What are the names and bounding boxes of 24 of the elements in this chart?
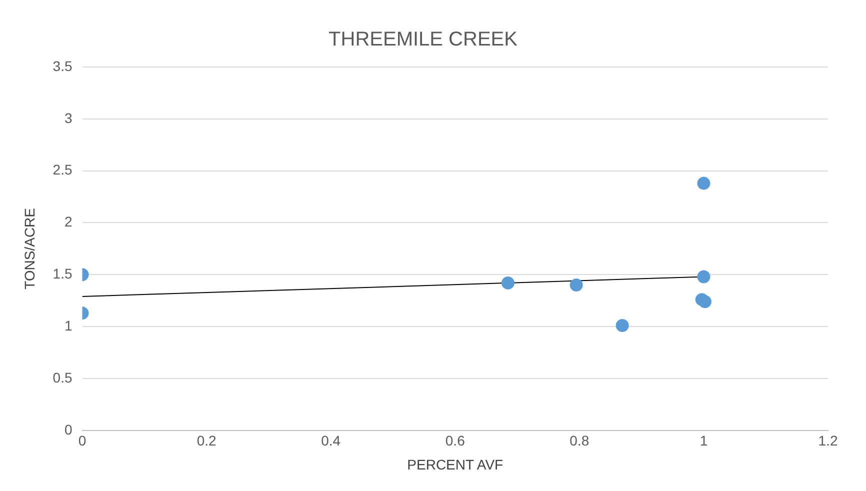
chart-title: THREEMILE CREEK xyxy=(328,28,518,51)
x-tick-label: 0.8 xyxy=(570,432,590,449)
x-tick-label: 0 xyxy=(78,432,86,449)
y-tick-label: 2 xyxy=(64,214,72,230)
point xyxy=(616,319,629,332)
x-tick-label: 1 xyxy=(700,432,708,449)
y-tick-label: 3 xyxy=(64,110,72,126)
point xyxy=(697,176,710,190)
x-tick-label: 1.2 xyxy=(818,432,838,449)
x-tick-label: 0.6 xyxy=(445,432,466,449)
x-tick-label: 0.4 xyxy=(321,432,341,449)
y-tick-label: 1.5 xyxy=(52,266,72,282)
y-axis-title: TONS/ACRE xyxy=(21,208,38,290)
point xyxy=(570,278,583,292)
y-tick-label: 2.5 xyxy=(52,162,72,178)
y-tick-label: 0 xyxy=(64,421,72,438)
y-tick-label: 1 xyxy=(64,317,72,334)
point xyxy=(697,270,710,284)
x-axis-title: PERCENT AVF xyxy=(407,456,504,472)
y-tick-label: 0.5 xyxy=(52,369,72,386)
point xyxy=(698,295,712,308)
point xyxy=(501,276,514,290)
y-tick-label: 3.5 xyxy=(52,58,72,74)
x-tick-label: 0.2 xyxy=(196,432,216,449)
